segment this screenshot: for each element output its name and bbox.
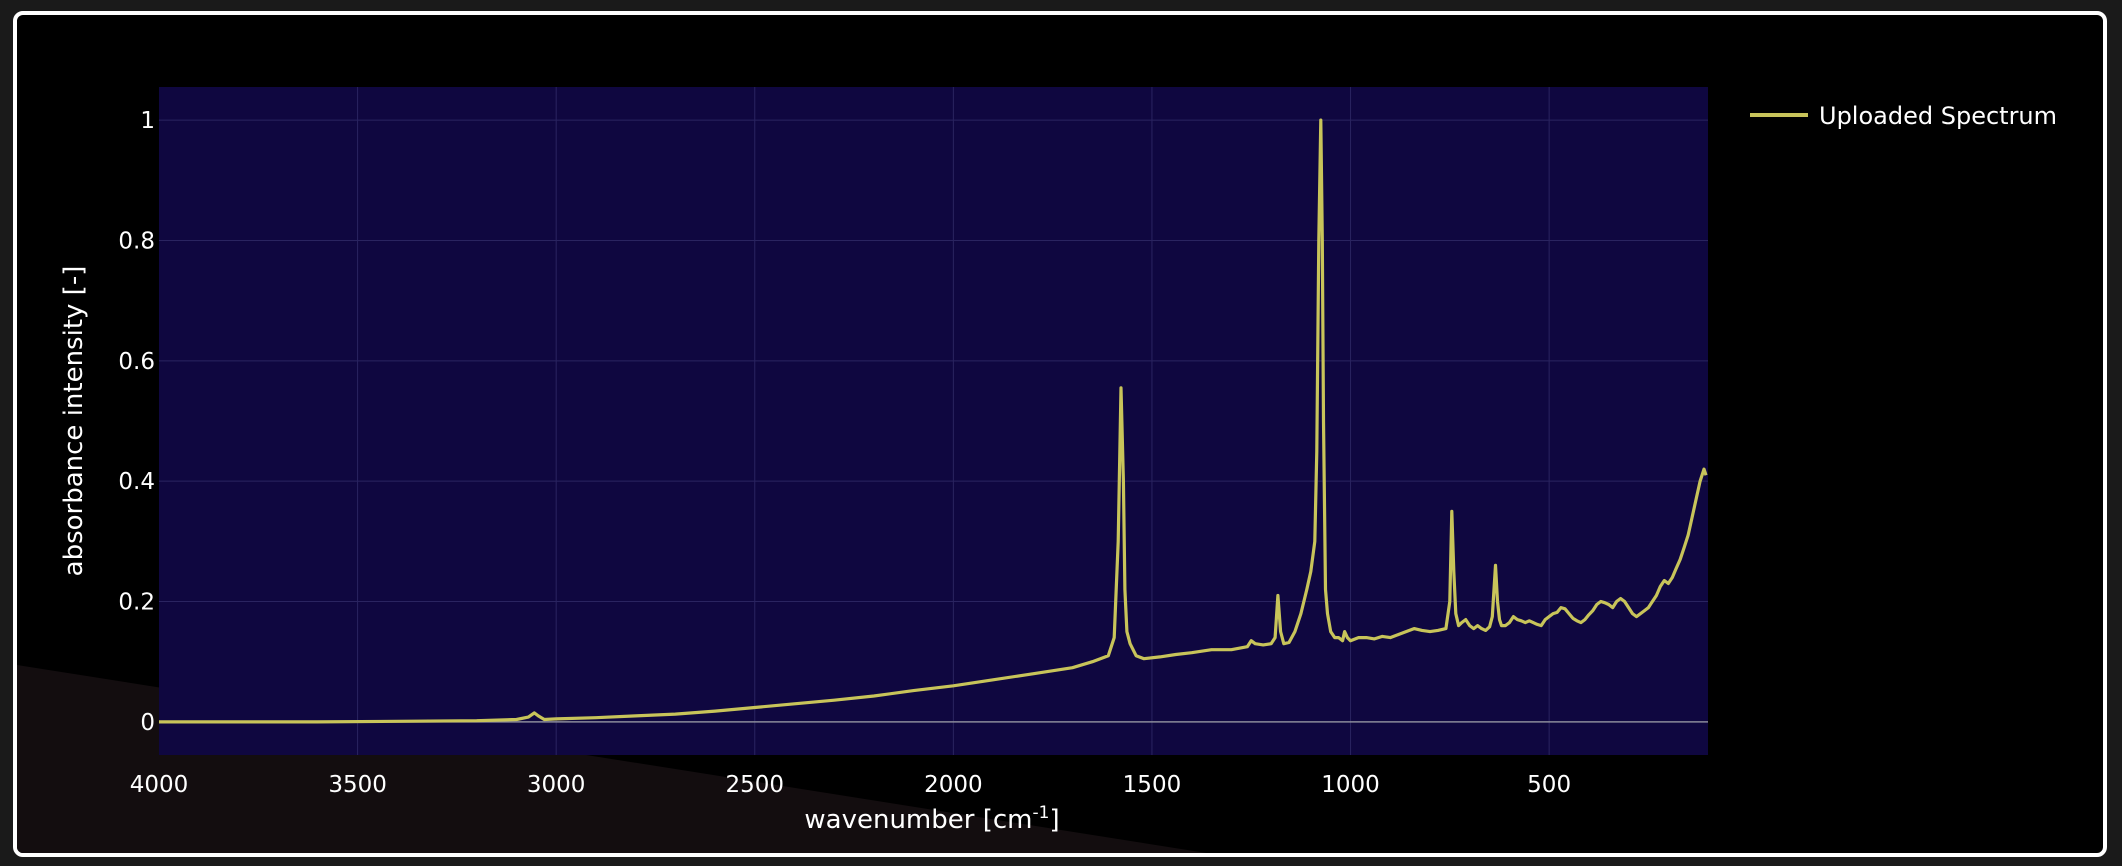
x-tick-labels: 4000 3500 3000 2500 2000 1500 1000 500: [130, 772, 1571, 798]
y-tick-labels: 0 0.2 0.4 0.6 0.8 1: [118, 108, 155, 736]
x-tick-label: 2000: [924, 772, 983, 798]
gridlines: [159, 87, 1708, 755]
x-axis-title-superscript: -1: [1032, 803, 1049, 823]
x-tick-label: 1500: [1123, 772, 1182, 798]
y-tick-label: 1: [140, 108, 155, 134]
x-axis-title-main: wavenumber [cm: [804, 805, 1032, 835]
legend[interactable]: Uploaded Spectrum: [1750, 102, 2057, 130]
y-tick-label: 0.8: [118, 228, 155, 254]
y-tick-label: 0.2: [118, 590, 155, 616]
x-tick-label: 1000: [1321, 772, 1380, 798]
x-tick-label: 4000: [130, 772, 189, 798]
x-axis-title: wavenumber [cm-1]: [804, 803, 1059, 835]
series-line-uploaded-spectrum: [159, 118, 1708, 724]
y-tick-label: 0.4: [118, 469, 155, 495]
x-tick-label: 500: [1527, 772, 1571, 798]
y-tick-label: 0: [140, 710, 155, 736]
plot-area: [159, 87, 1708, 755]
x-tick-label: 3000: [527, 772, 586, 798]
legend-label: Uploaded Spectrum: [1819, 102, 2057, 130]
x-axis-title-close: ]: [1049, 805, 1059, 835]
x-tick-label: 2500: [725, 772, 784, 798]
y-axis-title: absorbance intensity [-]: [59, 266, 89, 577]
x-tick-label: 3500: [328, 772, 387, 798]
y-tick-label: 0.6: [118, 349, 155, 375]
